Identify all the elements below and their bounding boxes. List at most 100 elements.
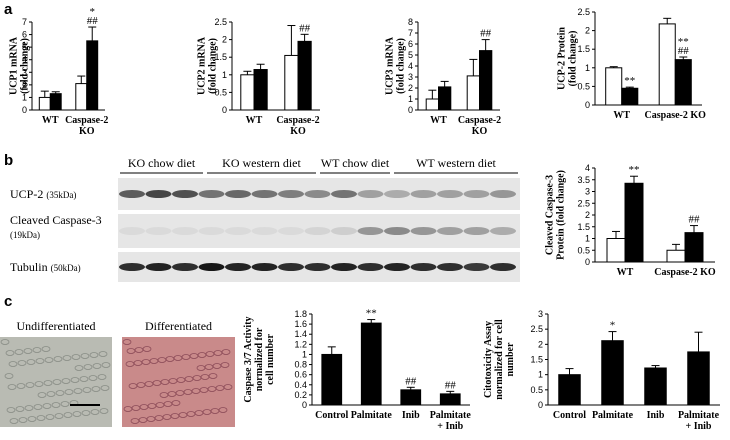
error-bar: [694, 331, 703, 352]
cell: [35, 358, 45, 364]
cell: [34, 381, 44, 387]
blot-row-label: UCP-2 (35kDa): [10, 187, 76, 201]
error-bar: [608, 331, 617, 341]
error-bar: [256, 63, 265, 70]
cell: [221, 349, 231, 355]
cell: [64, 389, 74, 395]
cell: [18, 417, 28, 423]
x-tick-label: Control: [553, 410, 586, 421]
blot-band: [463, 263, 490, 271]
x-tick-label: Palmitate: [592, 410, 634, 421]
cell: [81, 410, 91, 416]
blot-band: [198, 263, 225, 271]
significance-mark: ##: [445, 379, 457, 391]
bar: [297, 40, 312, 111]
x-tick-label: Caspase-2 KO: [276, 115, 319, 137]
cell: [55, 390, 65, 396]
cell: [8, 361, 18, 367]
cell: [32, 347, 42, 353]
cell: [4, 373, 14, 379]
blot-band: [145, 227, 172, 235]
y-tick-label: 3: [22, 67, 27, 77]
significance-mark: ##: [689, 214, 701, 226]
blot-band: [172, 263, 198, 271]
y-tick-label: 1: [408, 94, 413, 104]
cell: [88, 375, 98, 381]
cell: [46, 391, 56, 397]
cell: [62, 355, 72, 361]
cell: [223, 384, 233, 390]
y-tick-label: 0: [302, 400, 307, 410]
bar: [624, 182, 644, 263]
cell: [0, 339, 10, 345]
error-bar: [287, 25, 296, 56]
significance-mark: **: [366, 308, 377, 320]
significance-mark: ##: [480, 28, 492, 40]
error-bar: [77, 75, 86, 84]
blot-strip: [118, 214, 520, 248]
panel-letter: c: [4, 293, 12, 310]
y-axis-label: Cleaved Caspase-3Protein (fold change): [545, 170, 567, 260]
y-axis-label: UCP3 mRNA(fold change): [385, 36, 407, 95]
y-tick-label: 0: [408, 105, 413, 115]
x-tick-label: Caspase-2 KO: [65, 115, 108, 137]
cell: [16, 383, 26, 389]
blot-band: [225, 263, 251, 271]
blot-band: [357, 263, 384, 271]
y-tick-label: 2: [22, 80, 27, 90]
cell: [9, 418, 19, 424]
x-tick-label: Control: [315, 410, 348, 421]
y-tick-label: 1.5: [577, 44, 590, 54]
error-bar: [690, 225, 698, 233]
y-tick-label: 0: [585, 257, 590, 267]
y-tick-label: 2.5: [530, 324, 543, 334]
error-bar: [88, 26, 97, 41]
blot-band: [172, 227, 198, 235]
cell: [42, 403, 52, 409]
cell: [25, 382, 35, 388]
error-bar: [612, 230, 620, 239]
cell: [27, 416, 37, 422]
cell: [17, 360, 27, 366]
y-tick-label: 5: [408, 50, 413, 60]
error-bar: [672, 243, 680, 251]
x-tick-label: Palmitate: [351, 410, 393, 421]
cell: [83, 364, 93, 370]
y-tick-label: 8: [408, 17, 413, 27]
y-tick-label: 4: [22, 55, 27, 65]
error-bar: [609, 66, 618, 68]
blot-group-label: WT chow diet: [321, 156, 390, 170]
significance-mark: **: [678, 36, 689, 48]
protein-name: Cleaved Caspase-3: [10, 213, 102, 227]
error-bar: [630, 175, 638, 184]
blot-row-label: Cleaved Caspase-3 (19kDa): [10, 213, 102, 240]
blot-band: [304, 263, 331, 271]
cell: [80, 353, 90, 359]
y-tick-label: 2: [585, 210, 590, 220]
significance-mark: ##: [405, 375, 417, 387]
y-tick-label: 3: [408, 72, 413, 82]
bar: [606, 238, 626, 263]
x-tick-label: Caspase-2 KO: [654, 267, 716, 278]
y-tick-label: 1.5: [214, 52, 227, 62]
cell: [24, 405, 34, 411]
y-tick-label: 1: [222, 70, 227, 80]
bar: [658, 23, 676, 106]
error-bar: [481, 39, 490, 51]
cell: [7, 384, 17, 390]
y-tick-label: 4: [408, 61, 413, 71]
cell: [171, 400, 181, 406]
cell: [33, 404, 43, 410]
bar: [38, 96, 51, 111]
blot-band: [304, 190, 331, 198]
cell: [63, 412, 73, 418]
y-tick-label: 0.5: [577, 245, 590, 255]
y-tick-label: 1: [538, 370, 543, 380]
x-tick-label: Inib: [402, 410, 420, 421]
x-tick-label: Palmitate + Inib: [678, 410, 720, 432]
blot-band: [384, 227, 410, 235]
cell: [98, 351, 108, 357]
cell: [101, 362, 111, 368]
blot-band: [410, 263, 437, 271]
